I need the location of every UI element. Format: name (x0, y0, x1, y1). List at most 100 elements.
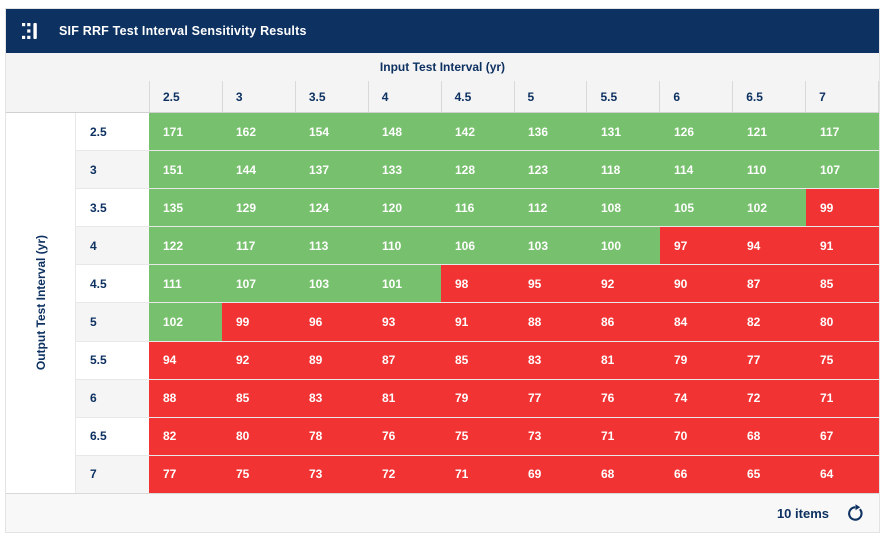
cell-2.5-6: 126 (660, 113, 733, 151)
row-header-3: 3 (76, 151, 149, 189)
cell-3-5: 123 (514, 151, 587, 189)
grid-body: 2.5 171 162 154 148 142 136 131 126 121 117 3 151 144… (76, 113, 879, 493)
refresh-button[interactable] (846, 503, 865, 523)
column-header-6[interactable]: 6 (659, 81, 732, 112)
cell-6.5-3.5: 78 (295, 417, 368, 455)
cell-6-5: 77 (514, 379, 587, 417)
row-header-6.5: 6.5 (76, 417, 149, 455)
cell-7-3: 75 (222, 455, 295, 493)
cell-4-6.5: 94 (733, 227, 806, 265)
cell-4-4.5: 106 (441, 227, 514, 265)
row-header-5: 5 (76, 303, 149, 341)
cell-6.5-5: 73 (514, 417, 587, 455)
cell-5.5-7: 75 (806, 341, 879, 379)
column-header-6.5[interactable]: 6.5 (732, 81, 805, 112)
cell-3-7: 107 (806, 151, 879, 189)
cell-7-2.5: 77 (149, 455, 222, 493)
cell-5-7: 80 (806, 303, 879, 341)
cell-7-5.5: 68 (587, 455, 660, 493)
table-row: 4.5 111 107 103 101 98 95 92 90 87 85 (76, 265, 879, 304)
cell-4-3: 117 (222, 227, 295, 265)
cell-3.5-7: 99 (806, 189, 879, 227)
cell-3.5-3.5: 124 (295, 189, 368, 227)
panel-titlebar: SIF RRF Test Interval Sensitivity Result… (6, 9, 879, 53)
items-count: 10 items (776, 505, 829, 521)
row-header-3.5: 3.5 (76, 189, 149, 227)
table-row: 3.5 135 129 124 120 116 112 108 105 102 99 (76, 189, 879, 228)
cell-7-5: 69 (514, 455, 587, 493)
cell-5.5-6.5: 77 (733, 341, 806, 379)
cell-6.5-4.5: 75 (441, 417, 514, 455)
cell-5.5-3: 92 (222, 341, 295, 379)
cell-7-7: 64 (806, 455, 879, 493)
cell-4.5-5: 95 (514, 265, 587, 303)
cell-5-4: 93 (368, 303, 441, 341)
cell-6-3: 85 (222, 379, 295, 417)
row-header-7: 7 (76, 455, 149, 493)
row-group-label: Output Test Interval (yr) (33, 235, 48, 371)
column-header-5[interactable]: 5 (513, 81, 587, 112)
cell-6-2.5: 88 (149, 379, 222, 417)
cell-6.5-3: 80 (222, 417, 295, 455)
cell-6.5-5.5: 71 (587, 417, 660, 455)
cell-3.5-6.5: 102 (733, 189, 806, 227)
cell-3-3: 144 (222, 151, 295, 189)
cell-4-5: 103 (514, 227, 587, 265)
column-header-spacer (6, 81, 149, 112)
table-row: 2.5 171 162 154 148 142 136 131 126 121 117 (76, 113, 879, 152)
table-row: 5.5 94 92 89 87 85 83 81 79 77 75 (76, 341, 879, 380)
table-row: 3 151 144 137 133 128 123 118 114 110 107 (76, 151, 879, 190)
row-header-2.5: 2.5 (76, 113, 149, 151)
cell-4.5-6: 90 (660, 265, 733, 303)
cell-4-5.5: 100 (587, 227, 660, 265)
cell-5.5-6: 79 (660, 341, 733, 379)
column-header-7[interactable]: 7 (805, 81, 880, 112)
cell-5.5-5: 83 (514, 341, 587, 379)
cell-6-5.5: 76 (587, 379, 660, 417)
column-header-4[interactable]: 4 (367, 81, 441, 112)
cell-4.5-4: 101 (368, 265, 441, 303)
grid-area: Output Test Interval (yr) 2.5 171 162 154 14… (6, 113, 879, 493)
cell-2.5-5: 136 (514, 113, 587, 151)
row-header-4.5: 4.5 (76, 265, 149, 303)
cell-3-2.5: 151 (149, 151, 222, 189)
cell-5.5-4: 87 (368, 341, 441, 379)
panel-title: SIF RRF Test Interval Sensitivity Result… (59, 24, 307, 38)
row-header-4: 4 (76, 227, 149, 265)
cell-6.5-6.5: 68 (733, 417, 806, 455)
cell-5-3: 99 (222, 303, 295, 341)
cell-3-4.5: 128 (441, 151, 514, 189)
column-group-label: Input Test Interval (yr) (379, 60, 506, 74)
cell-7-6: 66 (660, 455, 733, 493)
grid-header: Input Test Interval (yr) 2.5 3 3.5 4 4.5 5 5.5… (6, 53, 880, 113)
cell-2.5-5.5: 131 (587, 113, 660, 151)
table-row: 7 77 75 73 72 71 69 68 66 65 64 (76, 455, 879, 493)
cell-4-7: 91 (806, 227, 879, 265)
cell-2.5-2.5: 171 (149, 113, 222, 151)
cell-2.5-6.5: 121 (733, 113, 806, 151)
cell-5-6: 84 (660, 303, 733, 341)
cell-2.5-3: 162 (222, 113, 295, 151)
cell-6-6: 74 (660, 379, 733, 417)
cell-3-6.5: 110 (733, 151, 806, 189)
cell-4-2.5: 122 (149, 227, 222, 265)
cell-3.5-5.5: 108 (587, 189, 660, 227)
cell-5-6.5: 82 (733, 303, 806, 341)
cell-7-4: 72 (368, 455, 441, 493)
cell-5.5-4.5: 85 (441, 341, 514, 379)
column-labels-row: 2.5 3 3.5 4 4.5 5 5.5 6 6.5 7 (6, 81, 880, 113)
column-header-4.5[interactable]: 4.5 (440, 81, 514, 112)
column-header-5.5[interactable]: 5.5 (586, 81, 659, 112)
cell-6-3.5: 83 (295, 379, 368, 417)
cell-4.5-7: 85 (806, 265, 879, 303)
cell-6.5-2.5: 82 (149, 417, 222, 455)
column-header-3.5[interactable]: 3.5 (294, 81, 368, 112)
cell-6.5-6: 70 (660, 417, 733, 455)
cell-3.5-5: 112 (514, 189, 587, 227)
cell-6-4: 81 (368, 379, 441, 417)
cell-5.5-5.5: 81 (587, 341, 660, 379)
column-header-2.5[interactable]: 2.5 (149, 81, 222, 112)
column-header-3[interactable]: 3 (221, 81, 295, 112)
cell-6.5-4: 76 (368, 417, 441, 455)
cell-5.5-2.5: 94 (149, 341, 222, 379)
